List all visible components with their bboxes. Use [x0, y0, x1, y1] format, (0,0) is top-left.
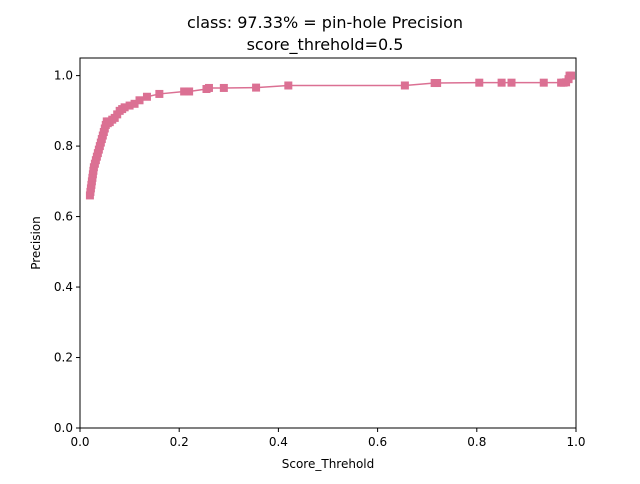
axis-ticks: 0.0 0.2 0.4 0.6 0.8 1.0 0.0 0.2 0.4 0.6 0.8 1.0 — [54, 69, 586, 449]
data-point — [130, 99, 139, 108]
data-point — [284, 81, 293, 90]
x-tick-label: 0.6 — [368, 435, 387, 449]
x-tick-label: 0.8 — [467, 435, 486, 449]
plot-frame — [79, 57, 577, 429]
data-point — [567, 71, 576, 80]
data-point — [475, 78, 484, 87]
data-point — [142, 92, 151, 101]
y-tick-label: 0.0 — [54, 421, 73, 435]
chart-subtitle: score_threhold=0.5 — [247, 35, 404, 55]
data-point — [135, 96, 144, 105]
data-point — [507, 78, 516, 87]
data-point — [497, 78, 506, 87]
data-point — [180, 87, 189, 96]
x-tick-label: 0.0 — [70, 435, 89, 449]
y-tick-label: 1.0 — [54, 69, 73, 83]
y-tick-label: 0.6 — [54, 210, 73, 224]
y-tick-label: 0.4 — [54, 280, 73, 294]
data-point — [120, 103, 129, 112]
chart-title: class: 97.33% = pin-hole Precision — [187, 13, 463, 32]
data-point — [400, 81, 409, 90]
data-point — [204, 83, 213, 92]
x-tick-label: 0.2 — [170, 435, 189, 449]
y-tick-label: 0.2 — [54, 351, 73, 365]
x-tick-label: 0.4 — [269, 435, 288, 449]
y-axis-label: Precision — [29, 216, 43, 270]
y-tick-label: 0.8 — [54, 139, 73, 153]
x-tick-label: 1.0 — [566, 435, 585, 449]
data-point — [433, 79, 442, 88]
plot-area — [85, 71, 576, 200]
data-point — [185, 87, 194, 96]
data-point — [219, 83, 228, 92]
data-point — [252, 83, 261, 92]
data-point — [539, 78, 548, 87]
x-axis-label: Score_Threhold — [282, 457, 375, 471]
data-point — [155, 89, 164, 98]
data-point — [125, 101, 134, 110]
